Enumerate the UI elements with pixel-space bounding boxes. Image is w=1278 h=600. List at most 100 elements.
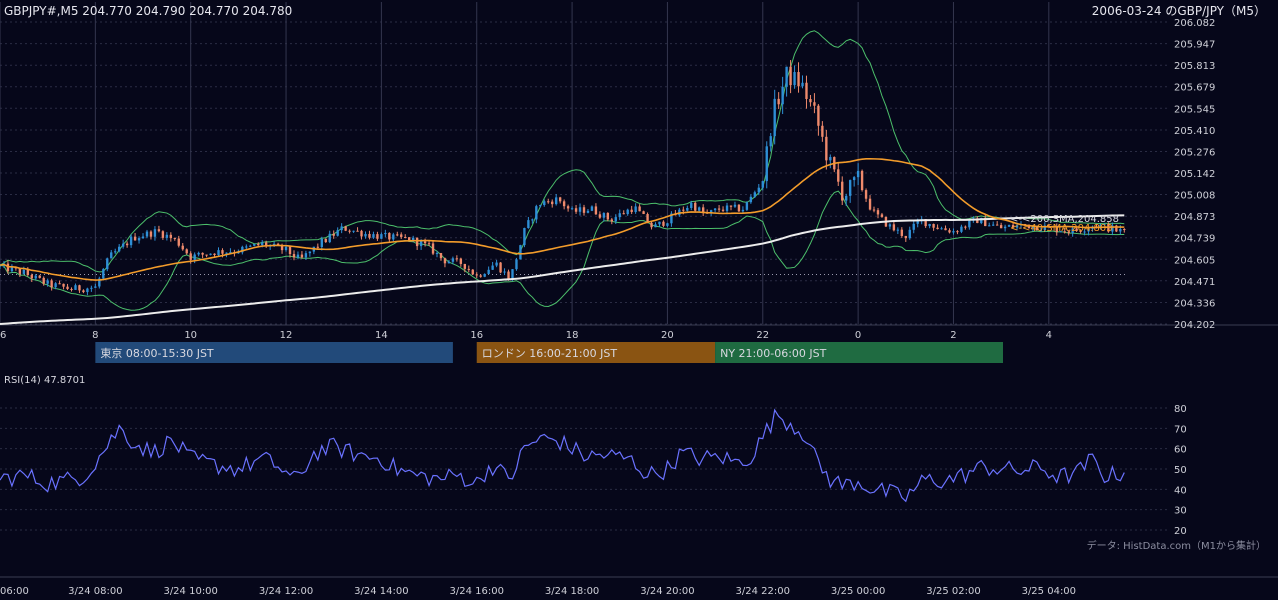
candle-body bbox=[1055, 226, 1058, 233]
candle-body bbox=[610, 219, 614, 222]
candle-body bbox=[817, 105, 820, 126]
candle-body bbox=[999, 225, 1003, 229]
session-bar bbox=[95, 342, 453, 363]
candle-body bbox=[650, 222, 653, 228]
candle-body bbox=[781, 86, 784, 105]
candle-body bbox=[773, 98, 776, 137]
candle-body bbox=[860, 170, 864, 191]
candle-body bbox=[471, 269, 474, 275]
candle-body bbox=[872, 209, 876, 211]
datetime-tick-label: 3/25 04:00 bbox=[1022, 586, 1076, 597]
price-tick-label: 205.008 bbox=[1174, 191, 1215, 202]
candle-body bbox=[626, 209, 629, 215]
candle-body bbox=[924, 219, 927, 227]
candle-body bbox=[717, 208, 721, 210]
candle-body bbox=[137, 238, 141, 241]
candle-body bbox=[511, 269, 514, 280]
candle-body bbox=[264, 242, 268, 247]
candle-body bbox=[439, 253, 443, 259]
candle-body bbox=[388, 232, 391, 240]
datetime-tick-label: 3/24 14:00 bbox=[354, 586, 408, 597]
axis-labels: 204.202 204.336 204.471 204.605 204.739 204.8… bbox=[0, 18, 1215, 597]
candle-body bbox=[527, 220, 530, 229]
symbol-info: GBPJPY#,M5 204.770 204.790 204.770 204.7… bbox=[4, 4, 292, 18]
candle-body bbox=[324, 238, 327, 243]
candle-body bbox=[102, 269, 105, 279]
candle-body bbox=[463, 263, 467, 269]
candle-body bbox=[304, 253, 308, 258]
candle-body bbox=[1039, 230, 1043, 232]
candle-body bbox=[964, 226, 967, 228]
candlesticks bbox=[0, 60, 1126, 296]
candle-body bbox=[296, 254, 300, 258]
candle-body bbox=[1123, 229, 1126, 231]
candle-body bbox=[165, 234, 169, 238]
candle-body bbox=[300, 254, 304, 258]
candle-body bbox=[896, 229, 900, 231]
moving-averages bbox=[0, 158, 1125, 326]
candle-body bbox=[221, 250, 224, 254]
price-tick-label: 205.276 bbox=[1174, 147, 1215, 158]
hour-tick-label: 22 bbox=[756, 330, 769, 341]
candle-body bbox=[682, 209, 685, 211]
candle-body bbox=[209, 253, 212, 255]
candle-body bbox=[443, 258, 447, 264]
candle-body bbox=[980, 217, 983, 224]
candle-body bbox=[106, 258, 109, 270]
candle-body bbox=[888, 224, 892, 227]
candle-body bbox=[876, 210, 880, 215]
chart-title: 2006-03-24 のGBP/JPY（M5） bbox=[1092, 4, 1266, 18]
candle-body bbox=[62, 283, 65, 287]
candle-body bbox=[944, 228, 947, 231]
candle-body bbox=[1083, 231, 1086, 233]
candle-body bbox=[694, 202, 697, 211]
candle-body bbox=[392, 234, 395, 240]
candle-body bbox=[157, 229, 161, 232]
candle-body bbox=[1075, 228, 1078, 231]
candle-body bbox=[173, 238, 176, 240]
hour-tick-label: 10 bbox=[184, 330, 197, 341]
candle-body bbox=[590, 206, 594, 211]
candle-body bbox=[547, 201, 550, 203]
candle-body bbox=[729, 205, 733, 207]
rsi-series bbox=[0, 408, 1125, 503]
hour-tick-label: 0 bbox=[855, 330, 861, 341]
hour-tick-label: 18 bbox=[566, 330, 579, 341]
candle-body bbox=[1103, 224, 1106, 226]
candle-body bbox=[558, 197, 562, 202]
candle-body bbox=[483, 273, 486, 277]
candle-body bbox=[10, 267, 14, 272]
candle-body bbox=[121, 243, 125, 247]
candle-body bbox=[74, 285, 77, 290]
candle-body bbox=[245, 246, 248, 248]
candle-body bbox=[38, 275, 41, 278]
hour-tick-label: 14 bbox=[375, 330, 388, 341]
candle-body bbox=[1031, 226, 1035, 229]
candle-body bbox=[396, 234, 399, 236]
candle-body bbox=[1015, 225, 1019, 228]
candle-body bbox=[952, 231, 955, 233]
candle-body bbox=[495, 262, 498, 266]
candle-body bbox=[801, 82, 804, 87]
candle-body bbox=[213, 253, 216, 256]
candle-body bbox=[936, 227, 939, 230]
candle-body bbox=[1087, 228, 1090, 232]
candle-body bbox=[280, 245, 284, 251]
candle-body bbox=[66, 286, 69, 289]
candle-body bbox=[400, 234, 403, 237]
candle-body bbox=[1119, 229, 1122, 232]
candle-body bbox=[582, 207, 586, 213]
candle-body bbox=[570, 208, 574, 210]
candle-body bbox=[829, 157, 832, 161]
candle-body bbox=[340, 226, 343, 231]
candle-body bbox=[42, 277, 45, 284]
candle-body bbox=[805, 82, 808, 99]
price-tick-label: 205.813 bbox=[1174, 61, 1215, 72]
candle-body bbox=[932, 223, 935, 228]
candle-body bbox=[1007, 225, 1011, 227]
candle-body bbox=[908, 229, 911, 239]
candle-body bbox=[753, 192, 757, 197]
candle-body bbox=[809, 98, 812, 103]
hour-tick-label: 2 bbox=[950, 330, 956, 341]
